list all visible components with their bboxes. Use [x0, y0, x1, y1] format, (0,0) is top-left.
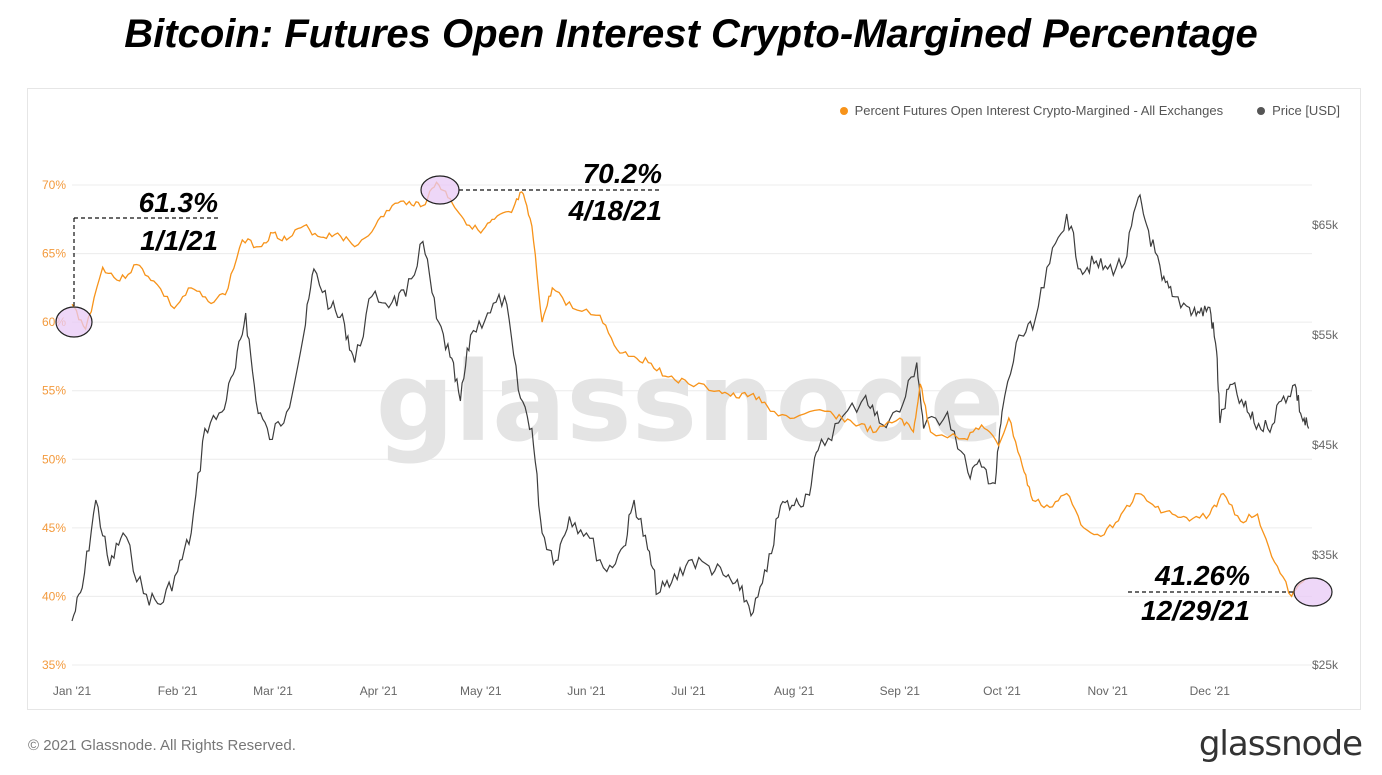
legend-label-percent: Percent Futures Open Interest Crypto-Mar…: [854, 103, 1224, 118]
x-tick-label: Sep '21: [880, 684, 921, 698]
copyright-text: © 2021 Glassnode. All Rights Reserved.: [28, 737, 296, 754]
y-left-tick-label: 40%: [42, 589, 66, 603]
y-left-tick-label: 45%: [42, 521, 66, 535]
x-tick-label: Jul '21: [671, 684, 706, 698]
legend-item-price[interactable]: Price [USD]: [1257, 103, 1340, 118]
highlight-circle: [55, 306, 93, 338]
x-tick-label: Jan '21: [53, 684, 92, 698]
chart-title: Bitcoin: Futures Open Interest Crypto-Ma…: [124, 12, 1258, 56]
x-tick-label: Feb '21: [158, 684, 198, 698]
chart-panel: Percent Futures Open Interest Crypto-Mar…: [27, 88, 1361, 710]
annotation-value: 41.26%: [1154, 560, 1250, 591]
highlight-circle: [420, 175, 460, 205]
x-tick-label: Nov '21: [1087, 684, 1128, 698]
y-right-tick-label: $35k: [1312, 548, 1339, 562]
x-tick-label: Oct '21: [983, 684, 1021, 698]
y-left-tick-label: 70%: [42, 178, 66, 192]
x-tick-label: May '21: [460, 684, 502, 698]
y-left-tick-label: 55%: [42, 384, 66, 398]
annotation-value: 61.3%: [139, 187, 218, 218]
annotation-value: 70.2%: [583, 158, 662, 189]
y-right-tick-label: $55k: [1312, 328, 1339, 342]
annotation-date: 12/29/21: [1141, 595, 1250, 626]
y-right-tick-label: $65k: [1312, 218, 1339, 232]
legend-dot-percent: [839, 106, 848, 115]
legend-dot-price: [1257, 106, 1266, 115]
x-tick-label: Jun '21: [567, 684, 606, 698]
highlight-circle: [1293, 577, 1333, 607]
y-left-tick-label: 65%: [42, 247, 66, 261]
legend-label-price: Price [USD]: [1272, 103, 1340, 118]
glassnode-logo: glassnode: [1198, 724, 1363, 764]
annotation-date: 4/18/21: [568, 195, 662, 226]
y-left-tick-label: 35%: [42, 658, 66, 672]
legend-item-percent[interactable]: Percent Futures Open Interest Crypto-Mar…: [839, 103, 1224, 118]
x-tick-label: Dec '21: [1190, 684, 1231, 698]
annotation-date: 1/1/21: [140, 225, 218, 256]
series-price-line: [71, 193, 1310, 622]
x-tick-label: Mar '21: [253, 684, 293, 698]
watermark: glassnode: [376, 338, 1005, 466]
series-percent-line: [71, 181, 1306, 598]
y-left-tick-label: 50%: [42, 452, 66, 466]
x-tick-label: Apr '21: [360, 684, 398, 698]
y-right-tick-label: $45k: [1312, 438, 1339, 452]
y-right-tick-label: $25k: [1312, 658, 1339, 672]
chart-legend: Percent Futures Open Interest Crypto-Mar…: [839, 103, 1340, 118]
x-tick-label: Aug '21: [774, 684, 815, 698]
